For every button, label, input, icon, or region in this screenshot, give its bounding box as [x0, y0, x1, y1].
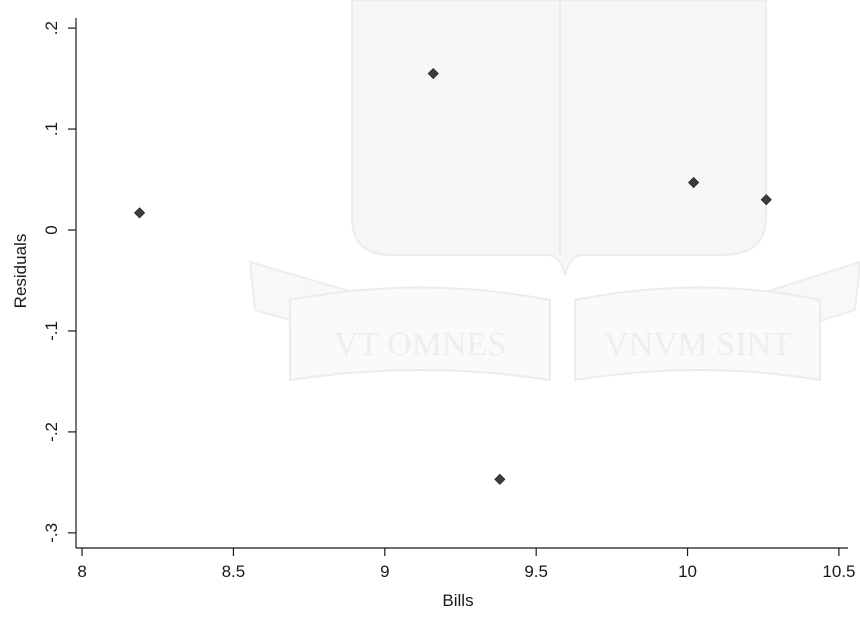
- y-axis-title: Residuals: [11, 234, 30, 309]
- x-tick-label: 10: [678, 562, 697, 581]
- data-point: [494, 473, 506, 485]
- x-axis-title: Bills: [442, 591, 473, 610]
- x-axis-ticks: 8 8.5 9 9.5 10 10.5: [77, 548, 855, 581]
- data-points: [134, 67, 772, 485]
- data-point: [688, 176, 700, 189]
- y-tick-label: -.1: [42, 321, 61, 341]
- y-tick-label: 0: [42, 225, 61, 234]
- y-tick-label: .1: [42, 122, 61, 136]
- x-tick-label: 9: [380, 562, 389, 581]
- axes: 8 8.5 9 9.5 10 10.5 -.3 -.2 -.1 0 .1 .2: [42, 18, 855, 581]
- y-axis-ticks: -.3 -.2 -.1 0 .1 .2: [42, 21, 76, 543]
- y-tick-label: -.3: [42, 523, 61, 543]
- watermark-motto-left: VT OMNES: [334, 326, 506, 363]
- data-point: [134, 207, 146, 219]
- data-point: [760, 194, 772, 206]
- x-tick-label: 10.5: [822, 562, 855, 581]
- watermark-motto-right: VNVM SINT: [604, 326, 792, 363]
- x-tick-label: 9.5: [524, 562, 548, 581]
- y-tick-label: .2: [42, 21, 61, 35]
- x-tick-label: 8.5: [222, 562, 246, 581]
- crest-watermark: VT OMNES VNVM SINT: [248, 0, 860, 382]
- y-tick-label: -.2: [42, 422, 61, 442]
- data-point: [427, 67, 439, 80]
- x-tick-label: 8: [77, 562, 86, 581]
